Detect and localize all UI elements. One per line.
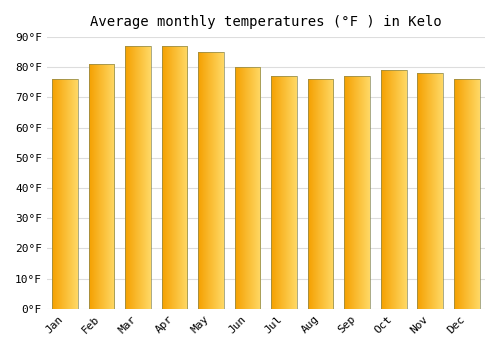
Bar — [308, 79, 334, 309]
Bar — [454, 79, 479, 309]
Bar — [198, 52, 224, 309]
Bar — [89, 64, 114, 309]
Bar — [126, 46, 151, 309]
Bar — [162, 46, 188, 309]
Title: Average monthly temperatures (°F ) in Kelo: Average monthly temperatures (°F ) in Ke… — [90, 15, 442, 29]
Bar — [381, 70, 406, 309]
Bar — [272, 76, 297, 309]
Bar — [344, 76, 370, 309]
Bar — [52, 79, 78, 309]
Bar — [418, 74, 443, 309]
Bar — [235, 67, 260, 309]
